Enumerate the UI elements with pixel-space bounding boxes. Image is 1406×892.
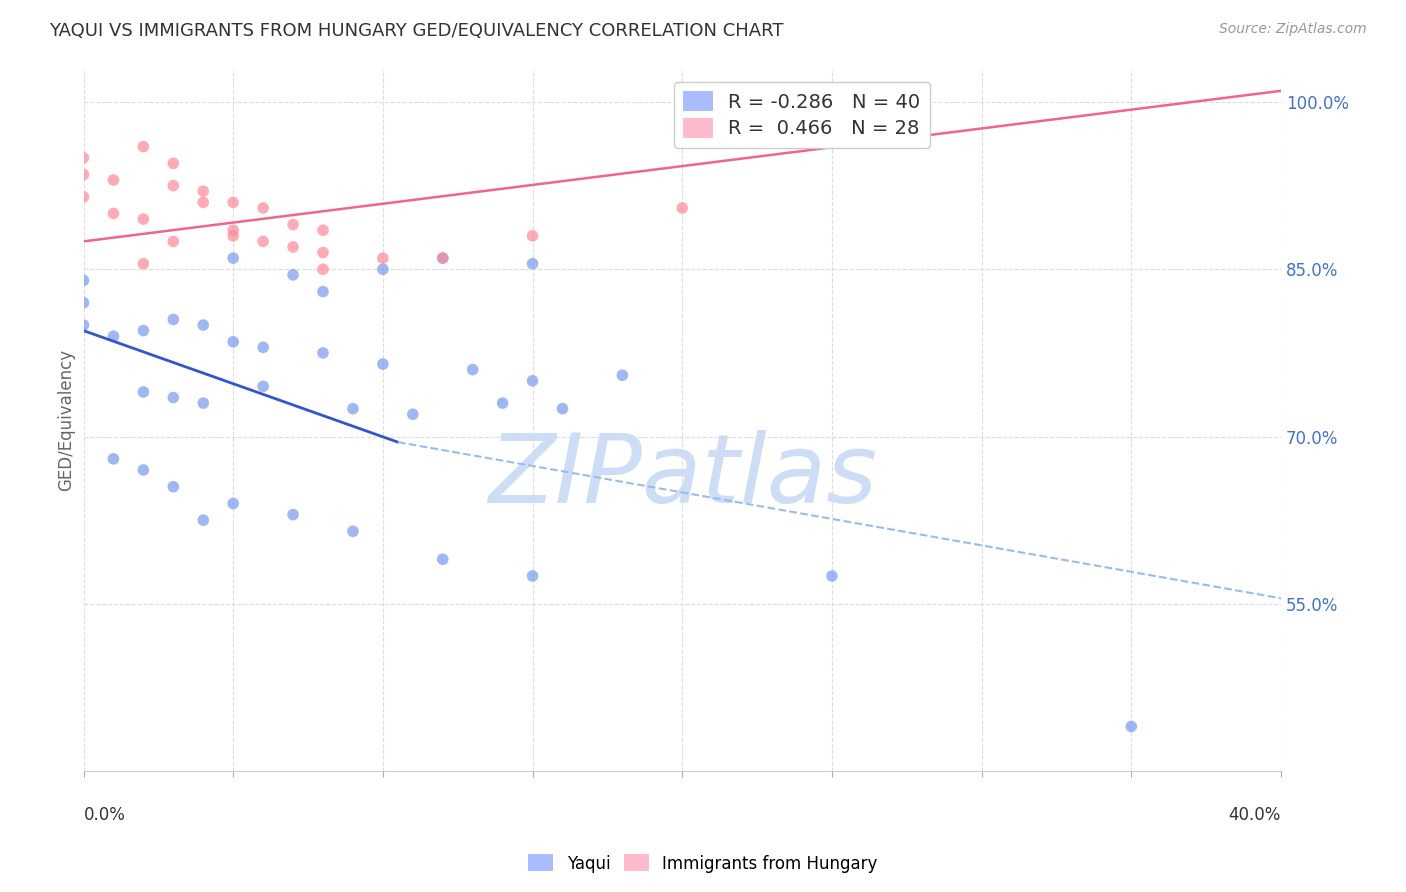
Point [461,362,484,376]
Point [522,228,544,243]
Point [72,318,94,332]
Point [72,151,94,165]
Point [132,257,155,271]
Point [222,195,245,210]
Point [432,251,454,265]
Y-axis label: GED/Equivalency: GED/Equivalency [58,349,75,491]
Text: 0.0%: 0.0% [83,806,125,824]
Point [72,168,94,182]
Point [222,223,245,237]
Point [371,251,394,265]
Text: YAQUI VS IMMIGRANTS FROM HUNGARY GED/EQUIVALENCY CORRELATION CHART: YAQUI VS IMMIGRANTS FROM HUNGARY GED/EQU… [49,22,783,40]
Point [193,396,215,410]
Point [402,407,425,421]
Point [193,318,215,332]
Point [72,273,94,287]
Point [312,245,335,260]
Point [222,251,245,265]
Point [162,235,184,249]
Point [371,262,394,277]
Point [222,228,245,243]
Point [432,251,454,265]
Point [281,218,304,232]
Point [162,480,184,494]
Point [371,357,394,371]
Point [252,201,274,215]
Point [103,206,125,220]
Legend: Yaqui, Immigrants from Hungary: Yaqui, Immigrants from Hungary [522,847,884,880]
Point [522,257,544,271]
Point [103,451,125,466]
Point [162,312,184,326]
Point [312,346,335,360]
Legend: R = -0.286   N = 40, R =  0.466   N = 28: R = -0.286 N = 40, R = 0.466 N = 28 [673,82,929,148]
Point [132,139,155,153]
Point [612,368,634,383]
Point [252,379,274,393]
Point [911,101,934,115]
Point [252,340,274,354]
Point [312,285,335,299]
Point [342,524,364,539]
Point [132,212,155,227]
Point [162,156,184,170]
Point [252,235,274,249]
Point [491,396,513,410]
Point [522,569,544,583]
Point [342,401,364,416]
Point [162,391,184,405]
Text: Source: ZipAtlas.com: Source: ZipAtlas.com [1219,22,1367,37]
Point [193,184,215,198]
Point [281,508,304,522]
Point [522,374,544,388]
Point [132,384,155,399]
Point [132,463,155,477]
Point [103,329,125,343]
Point [281,240,304,254]
Point [222,334,245,349]
Point [162,178,184,193]
Point [72,190,94,204]
Point [72,295,94,310]
Point [281,268,304,282]
Point [103,173,125,187]
Point [222,496,245,510]
Point [1121,719,1143,733]
Point [432,552,454,566]
Point [312,223,335,237]
Point [193,513,215,527]
Point [312,262,335,277]
Point [132,324,155,338]
Point [551,401,574,416]
Point [193,195,215,210]
Point [821,569,844,583]
Point [671,201,693,215]
Text: 40.0%: 40.0% [1229,806,1281,824]
Text: ZIPatlas: ZIPatlas [488,430,877,523]
